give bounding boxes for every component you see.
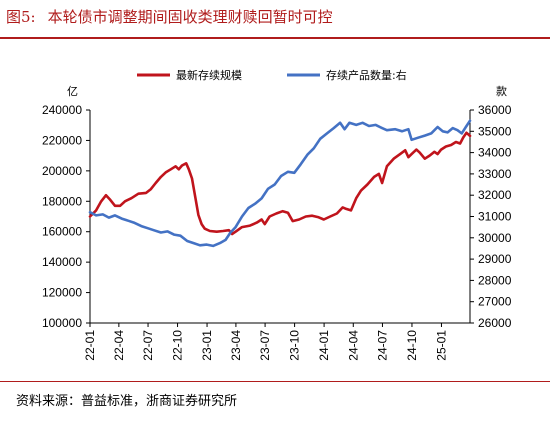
left-axis-tick-label: 200000 (42, 164, 82, 178)
right-axis-tick-label: 28000 (478, 273, 512, 287)
left-axis-tick-label: 240000 (42, 103, 82, 117)
source-rule (0, 381, 550, 382)
right-axis-tick-label: 34000 (478, 146, 512, 160)
left-axis-unit: 亿 (67, 85, 78, 98)
legend-label-count: 存续产品数量:右 (326, 68, 407, 82)
x-axis-tick-label: 24-07 (375, 330, 389, 361)
axes: 100000 120000 140000 160000 180000 200000 2200… (42, 103, 512, 361)
figure-title-text: 本轮债市调整期间固收类理财赎回暂时可控 (47, 8, 333, 26)
series-layer (88, 119, 472, 248)
left-axis-tick-label: 140000 (42, 255, 82, 269)
figure-number: 图5: (6, 8, 36, 26)
legend: 最新存续规模 存续产品数量:右 (137, 68, 407, 82)
x-axis-tick-label: 23-04 (229, 330, 243, 361)
right-axis-tick-label: 30000 (478, 231, 512, 245)
x-axis-tick-label: 24-04 (346, 330, 360, 361)
x-axis-tick-label: 25-01 (434, 330, 448, 361)
series-line-scale (88, 131, 472, 236)
right-axis-tick-label: 32000 (478, 188, 512, 202)
left-axis-tick-label: 100000 (42, 316, 82, 330)
series-line-count (88, 119, 472, 248)
x-axis-tick-label: 24-01 (317, 330, 331, 361)
x-axis-tick-label: 23-07 (258, 330, 272, 361)
right-axis-tick-label: 26000 (478, 316, 512, 330)
right-axis-tick-label: 35000 (478, 124, 512, 138)
figure-title: 图5: 本轮债市调整期间固收类理财赎回暂时可控 (6, 6, 345, 27)
x-axis-tick-label: 22-01 (83, 330, 97, 361)
right-axis-tick-label: 36000 (478, 103, 512, 117)
left-axis-tick-label: 160000 (42, 225, 82, 239)
x-axis-tick-label: 23-10 (288, 330, 302, 361)
left-axis-tick-label: 220000 (42, 133, 82, 147)
x-axis-tick-label: 22-07 (141, 330, 155, 361)
right-axis-unit: 款 (496, 84, 507, 98)
right-axis-tick-label: 27000 (478, 295, 512, 309)
x-axis-tick-label: 24-10 (405, 330, 419, 361)
source-note: 资料来源：普益标准，浙商证券研究所 (16, 394, 238, 409)
right-axis-tick-label: 29000 (478, 252, 512, 266)
right-axis-tick-label: 33000 (478, 167, 512, 181)
x-axis-tick-label: 23-01 (200, 330, 214, 361)
x-axis-tick-label: 22-10 (171, 330, 185, 361)
left-axis-tick-label: 120000 (42, 286, 82, 300)
x-axis-tick-label: 22-04 (112, 330, 126, 361)
left-axis-tick-label: 180000 (42, 194, 82, 208)
title-rule (0, 37, 550, 39)
right-axis-tick-label: 31000 (478, 210, 512, 224)
legend-label-scale: 最新存续规模 (176, 68, 242, 82)
